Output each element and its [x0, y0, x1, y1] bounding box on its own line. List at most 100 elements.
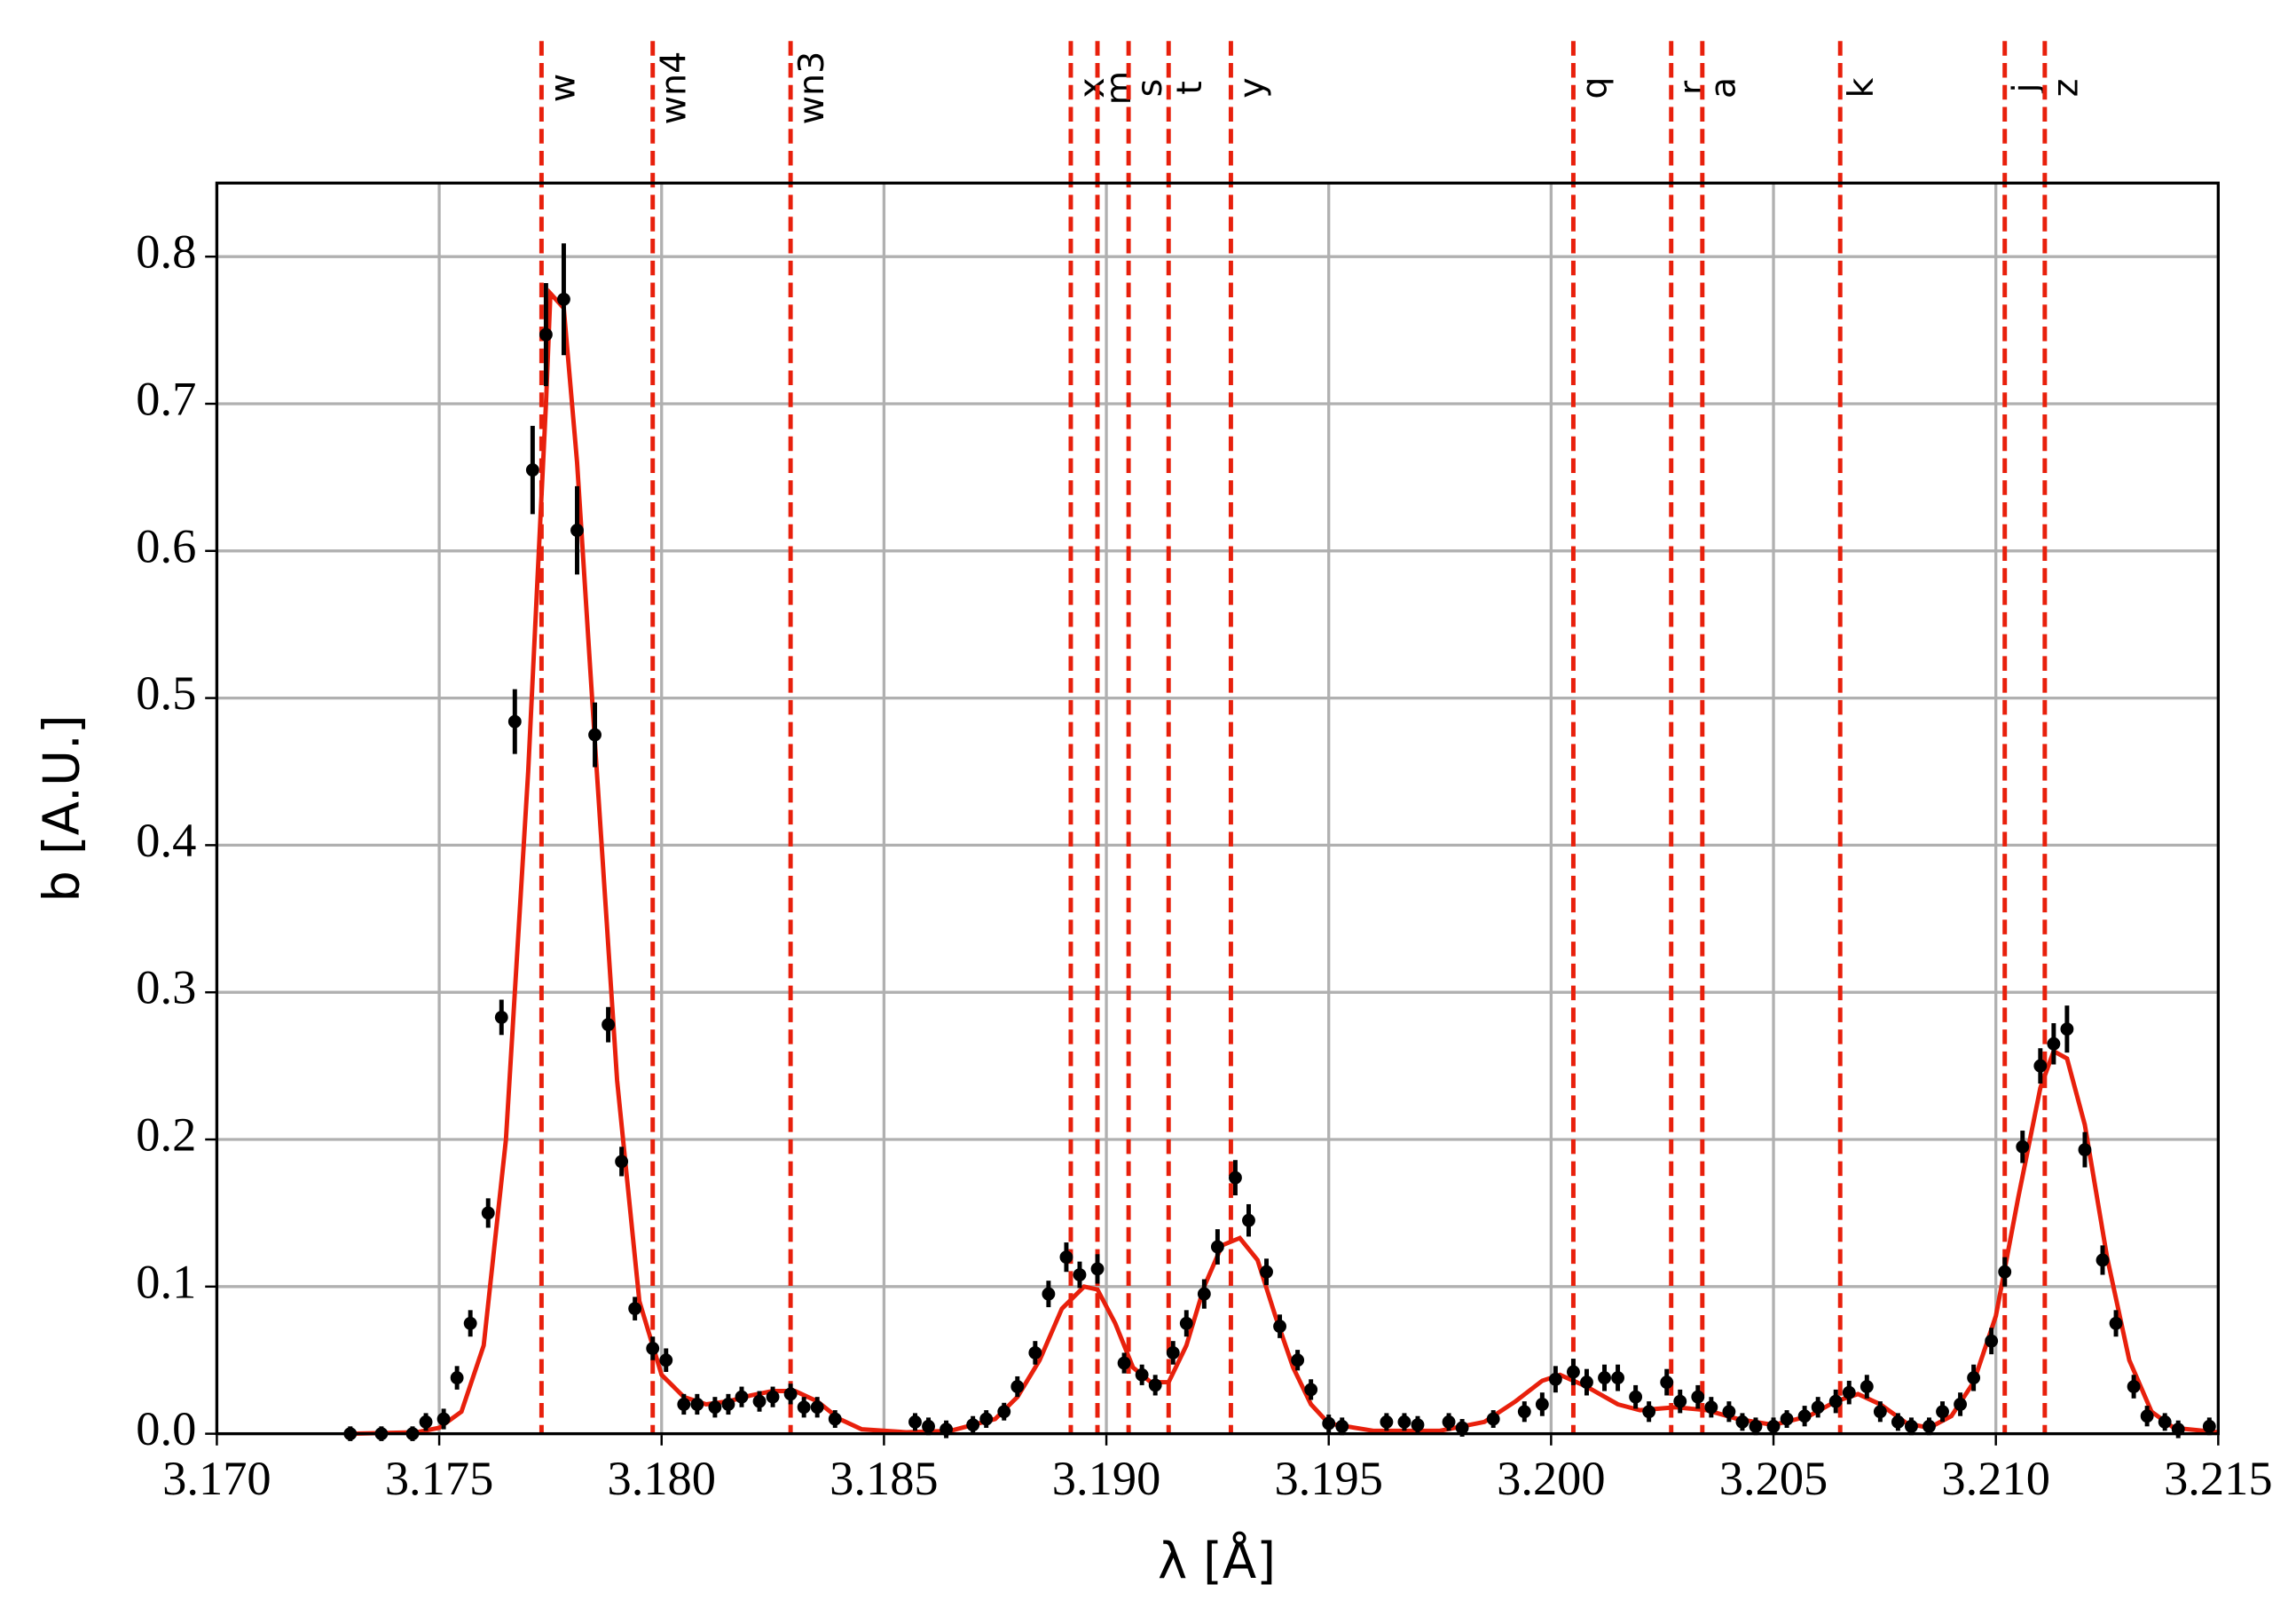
data-point: [797, 1400, 811, 1415]
data-point: [752, 1394, 767, 1408]
data-point: [922, 1419, 935, 1433]
data-point: [1905, 1419, 1918, 1433]
data-point: [1873, 1405, 1887, 1419]
data-point: [1010, 1380, 1025, 1393]
data-point: [2202, 1419, 2216, 1433]
data-point: [690, 1398, 704, 1411]
x-tick-label: 3.180: [608, 1451, 716, 1505]
data-point: [1580, 1375, 1593, 1390]
data-point: [1936, 1405, 1949, 1419]
data-point: [1749, 1419, 1763, 1433]
data-point: [1780, 1412, 1794, 1426]
y-tick-label: 0.3: [136, 960, 196, 1014]
data-point: [2127, 1380, 2141, 1393]
data-point: [1629, 1390, 1643, 1404]
data-point: [997, 1405, 1011, 1419]
data-point: [1535, 1398, 1549, 1411]
data-point: [1260, 1265, 1273, 1279]
reference-label: s: [1129, 79, 1170, 98]
data-point: [659, 1353, 673, 1368]
data-point: [2140, 1409, 2154, 1423]
data-point: [1135, 1368, 1149, 1382]
data-point: [1673, 1394, 1687, 1408]
reference-label: q: [1574, 76, 1615, 99]
data-point: [1811, 1400, 1825, 1415]
data-point: [1455, 1421, 1469, 1435]
x-tick-label: 3.210: [1941, 1451, 2049, 1505]
data-point: [539, 327, 553, 342]
data-point: [1660, 1375, 1674, 1390]
data-point: [557, 292, 570, 306]
data-point: [450, 1371, 464, 1385]
data-point: [1117, 1356, 1131, 1370]
data-point: [766, 1390, 780, 1404]
data-point: [602, 1018, 616, 1032]
data-point: [1517, 1405, 1531, 1419]
data-point: [494, 1010, 508, 1024]
data-point: [1967, 1371, 1981, 1385]
data-point: [1985, 1334, 1999, 1348]
data-point: [708, 1400, 722, 1415]
data-point: [828, 1412, 842, 1426]
data-point: [1998, 1265, 2012, 1279]
data-point: [1042, 1287, 1056, 1301]
fit-line: [350, 288, 2219, 1437]
data-point: [1611, 1371, 1624, 1385]
data-point: [1923, 1419, 1936, 1433]
data-point: [463, 1316, 477, 1330]
data-point: [1179, 1316, 1193, 1330]
data-point: [1242, 1213, 1255, 1227]
data-point: [1704, 1400, 1718, 1415]
data-point: [570, 524, 584, 538]
reference-label: x: [1072, 77, 1113, 98]
data-point: [908, 1415, 922, 1429]
y-tick-label: 0.0: [136, 1401, 196, 1455]
data-point: [1828, 1394, 1843, 1408]
data-point: [966, 1418, 980, 1432]
data-point: [1073, 1268, 1087, 1281]
x-tick-label: 3.190: [1052, 1451, 1160, 1505]
y-axis-label: b [A.U.]: [33, 714, 90, 902]
data-point: [1197, 1287, 1211, 1301]
data-point: [1411, 1418, 1425, 1432]
data-point: [1486, 1412, 1500, 1426]
data-point: [1397, 1415, 1411, 1429]
data-point: [2095, 1253, 2110, 1267]
data-point: [615, 1155, 629, 1169]
data-point: [2158, 1415, 2172, 1429]
data-point: [735, 1390, 749, 1404]
reference-label: k: [1841, 77, 1882, 98]
data-point: [646, 1342, 660, 1355]
data-point: [1735, 1415, 1750, 1429]
data-point: [2109, 1316, 2123, 1330]
data-point: [1797, 1409, 1812, 1423]
y-tick-label: 0.2: [136, 1107, 196, 1162]
x-axis-label: λ [Å]: [1158, 1530, 1276, 1590]
reference-label: m: [1098, 71, 1139, 106]
data-point: [1954, 1398, 1968, 1411]
y-tick-label: 0.6: [136, 518, 196, 572]
data-point: [2016, 1139, 2030, 1154]
data-point: [1273, 1320, 1286, 1334]
x-tick-label: 3.205: [1719, 1451, 1828, 1505]
data-point: [1548, 1372, 1562, 1386]
data-point: [436, 1412, 451, 1426]
data-point: [588, 728, 602, 742]
reference-label: w: [542, 74, 583, 102]
data-point: [1304, 1383, 1318, 1397]
data-point: [2047, 1037, 2061, 1051]
reference-label: a: [1703, 77, 1744, 99]
data-point: [1691, 1390, 1705, 1404]
reference-label: y: [1231, 77, 1272, 98]
x-tick-label: 3.215: [2164, 1451, 2272, 1505]
data-point: [1335, 1419, 1349, 1433]
reference-label: z: [2046, 79, 2087, 98]
data-point: [1842, 1385, 1856, 1399]
y-tick-label: 0.8: [136, 225, 196, 279]
data-point: [1442, 1415, 1456, 1429]
data-point: [1860, 1380, 1874, 1393]
data-point: [2060, 1022, 2074, 1037]
data-point: [525, 463, 539, 477]
